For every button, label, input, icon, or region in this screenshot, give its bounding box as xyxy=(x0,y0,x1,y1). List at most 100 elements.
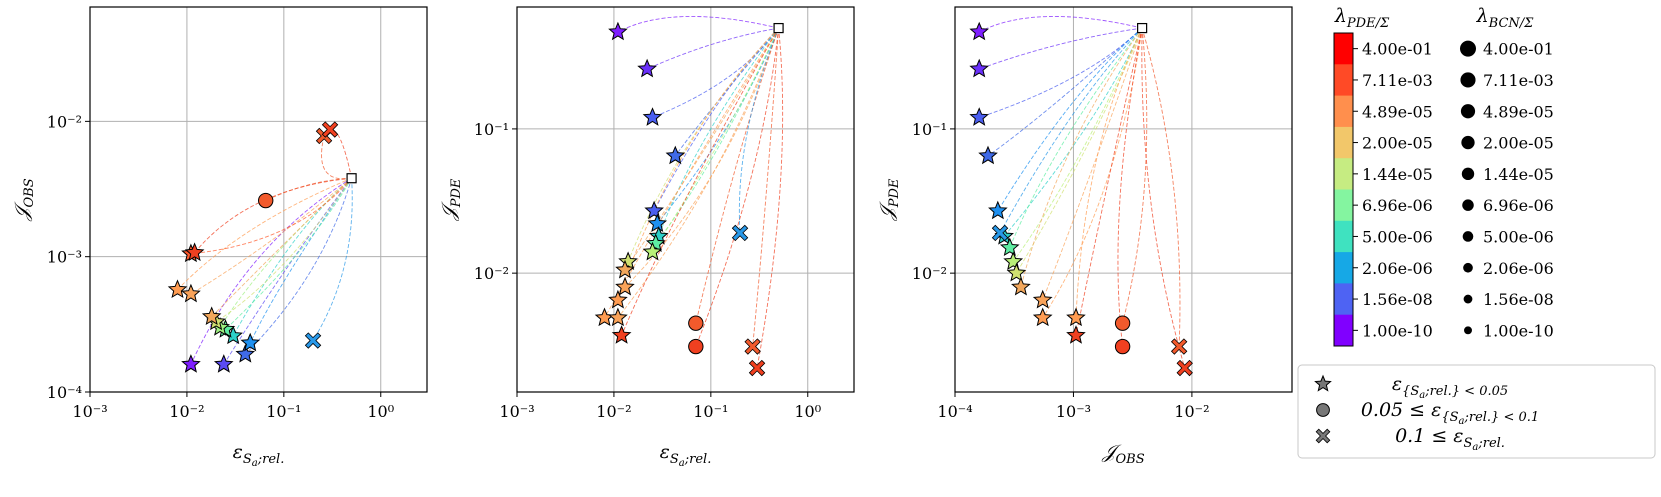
y-axis-label: 𝒥OBS xyxy=(11,178,37,221)
trajectory-line xyxy=(219,177,352,328)
trajectory-line xyxy=(1042,27,1143,301)
trajectory-line xyxy=(617,27,779,301)
colorbar-label: 1.56e-08 xyxy=(1362,290,1433,309)
xtick-label: 10⁻³ xyxy=(72,402,107,421)
xtick-label: 10⁰ xyxy=(367,402,394,421)
size-legend-dot xyxy=(1463,294,1473,304)
x-axis-label: εSa;rel. xyxy=(233,441,285,469)
size-legend-label: 5.00e-06 xyxy=(1483,227,1554,246)
size-legend-dot xyxy=(1463,262,1473,273)
marker-star xyxy=(1066,307,1086,327)
marker-star xyxy=(1006,262,1027,282)
trajectory-line xyxy=(190,177,352,365)
axes-frame xyxy=(516,6,855,393)
marker-star xyxy=(637,58,657,78)
xtick-label: 10⁻³ xyxy=(1056,402,1091,421)
legend-marker-star xyxy=(1314,374,1332,392)
colorbar-label: 4.00e-01 xyxy=(1362,40,1433,59)
trajectory-line xyxy=(624,27,779,271)
marker-star xyxy=(1032,289,1053,309)
marker-legend-group: ε{Sa;rel.} < 0.050.05 ≤ ε{Sa;rel.} < 0.1… xyxy=(1297,364,1656,459)
trajectory-line xyxy=(617,15,779,33)
ytick-label: 10⁻² xyxy=(474,264,509,283)
marker-star xyxy=(644,200,664,220)
trajectory-line xyxy=(1141,27,1181,347)
trajectory-line xyxy=(652,27,779,253)
colorbar-label: 6.96e-06 xyxy=(1362,196,1433,215)
marker-cross xyxy=(304,332,322,349)
trajectory-line xyxy=(604,27,779,319)
trajectory-line xyxy=(987,27,1143,157)
marker-star xyxy=(184,242,205,262)
ytick-label: 10⁻³ xyxy=(47,248,82,267)
marker-circle xyxy=(688,315,704,331)
marker-legend-box xyxy=(1297,364,1656,459)
marker-star xyxy=(167,279,188,299)
start-marker xyxy=(773,22,784,34)
trajectory-line xyxy=(738,27,780,233)
ytick-label: 10⁻¹ xyxy=(912,120,947,139)
start-marker xyxy=(1137,22,1148,34)
panel-2: 10⁻³ 10⁻² 10⁻¹ 10⁰ 10⁻² 10⁻¹ εSa;rel. 𝒥PDE xyxy=(438,6,855,469)
marker-star xyxy=(181,283,201,303)
trajectory-line xyxy=(756,28,784,369)
marker-star xyxy=(969,107,989,126)
size-legend-dot xyxy=(1464,326,1472,335)
colorbar-segment xyxy=(1334,95,1353,128)
marker-cross xyxy=(748,359,766,377)
size-legend-label: 2.00e-05 xyxy=(1483,134,1554,153)
trajectory-line xyxy=(979,27,1143,118)
marker-star xyxy=(988,200,1008,220)
marker-star xyxy=(969,21,989,41)
trajectory-line xyxy=(329,129,353,179)
colorbar-segment xyxy=(1334,283,1353,316)
trajectory-line xyxy=(658,27,779,237)
colorbar-label: 2.06e-06 xyxy=(1362,259,1433,278)
size-legend-dot xyxy=(1460,40,1476,57)
panels-group: 10⁻³ 10⁻² 10⁻¹ 10⁰10⁻⁴10⁻³10⁻²εSa;rel.𝒥OBS1… xyxy=(11,6,1293,469)
trajectory-line xyxy=(1009,27,1143,248)
colorbar-label: 5.00e-06 xyxy=(1362,227,1433,246)
trajectory-line xyxy=(1020,27,1143,288)
trajectory-line xyxy=(194,177,352,253)
marker-star xyxy=(642,241,663,261)
colorbar-group: λPDE/Σ 4.00e-01 7.11e-03 4.89e-05 2.00e-05 1.… xyxy=(1333,5,1554,347)
size-legend-label: 4.89e-05 xyxy=(1483,102,1554,121)
trajectory-line xyxy=(695,28,780,347)
trajectory-line xyxy=(211,177,352,318)
xtick-label: 10⁻² xyxy=(1174,402,1209,421)
xtick-label: 10⁻² xyxy=(169,402,204,421)
marker-cross xyxy=(1170,338,1188,355)
marker-star xyxy=(969,58,989,78)
size-legend-label: 1.56e-08 xyxy=(1483,290,1554,309)
marker-star xyxy=(1011,276,1031,296)
trajectory-line xyxy=(1141,28,1186,369)
marker-star xyxy=(642,107,663,126)
marker-circle xyxy=(1114,315,1131,331)
size-legend-title: λBCN/Σ xyxy=(1476,5,1535,31)
trajectory-line xyxy=(997,27,1143,212)
marker-cross xyxy=(731,224,749,242)
trajectory-line xyxy=(265,177,352,201)
xtick-label: 10⁻² xyxy=(596,402,631,421)
x-axis-label: 𝒥OBS xyxy=(1101,441,1144,467)
colorbar-label: 1.00e-10 xyxy=(1362,321,1433,340)
marker-star xyxy=(615,276,635,296)
colorbar-label: 4.89e-05 xyxy=(1362,102,1433,121)
marker-star xyxy=(611,325,632,344)
marker-star xyxy=(665,145,686,165)
marker-star xyxy=(213,354,234,373)
axes-frame xyxy=(89,6,428,393)
axes-frame xyxy=(954,6,1293,393)
start-marker xyxy=(346,173,357,184)
colorbar-label: 2.00e-05 xyxy=(1362,134,1433,153)
trajectory-line xyxy=(695,27,780,324)
marker-star xyxy=(608,307,628,327)
marker-star xyxy=(608,21,628,41)
trajectory-line xyxy=(223,177,352,365)
trajectory-line xyxy=(225,177,352,330)
size-legend-label: 1.44e-05 xyxy=(1483,165,1554,184)
trajectory-line xyxy=(752,28,780,347)
